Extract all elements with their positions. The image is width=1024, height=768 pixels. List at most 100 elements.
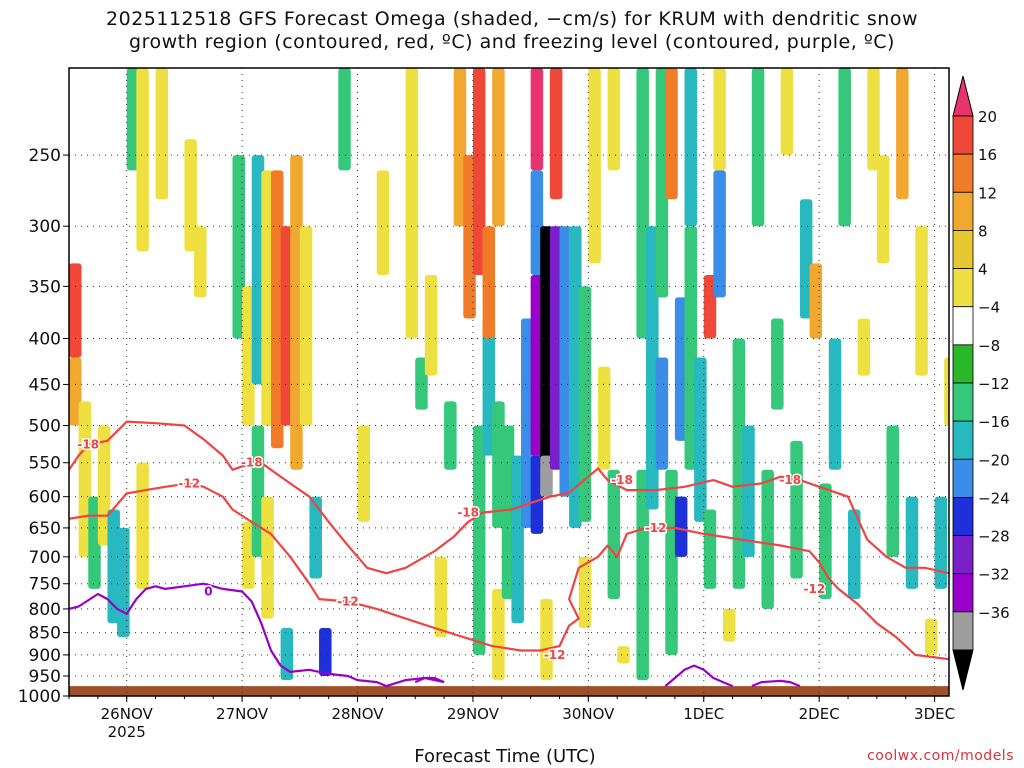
omega-cell: [376, 170, 390, 276]
omega-cell: [338, 68, 351, 171]
omega-cell: [242, 286, 255, 426]
omega-cell: [944, 357, 949, 426]
colorbar-block: [952, 420, 974, 460]
omega-cell: [607, 68, 621, 171]
omega-cell: [319, 627, 332, 676]
colorbar-label: 4: [978, 261, 988, 279]
omega-cell: [732, 338, 746, 589]
plot-area: -18 -18 -18 -18 -18 -12 -12 -12 -12 -12 0 250 300 350…: [18, 67, 955, 741]
omega-cell: [463, 155, 476, 319]
y-tick-label: 850: [29, 624, 61, 644]
omega-cell: [934, 496, 948, 589]
x-tick-label: 2DEC: [799, 705, 840, 723]
omega-cell: [578, 286, 592, 522]
omega-cell: [886, 425, 899, 557]
colorbar-label: −32: [978, 566, 1010, 584]
omega-cell: [521, 318, 534, 528]
omega-cell: [636, 469, 649, 681]
omega-cell: [540, 226, 553, 470]
omega-cell: [511, 455, 524, 624]
colorbar-block: [952, 306, 974, 346]
omega-cell: [472, 425, 486, 655]
omega-cell: [674, 297, 688, 441]
omega-cell: [492, 588, 505, 681]
omega-cell: [482, 318, 496, 456]
contour-label: -12: [645, 521, 667, 535]
omega-cell: [117, 527, 130, 638]
omega-cell: [828, 338, 842, 470]
y-tick-label: 650: [29, 519, 61, 539]
y-tick-label: 350: [29, 277, 61, 297]
omega-cell: [617, 646, 630, 664]
omega-cell: [540, 455, 553, 497]
omega-cell: [588, 68, 601, 264]
y-tick-label: 900: [29, 646, 61, 666]
omega-cell: [530, 68, 544, 171]
omega-cell: [674, 496, 688, 557]
colorbar-legend: 20 16 12 8 4 −4 −8 −12 −16 −20 −24 −28 −32 −36: [952, 75, 1010, 691]
omega-cell: [559, 226, 572, 497]
omega-cell: [713, 68, 726, 171]
omega-cell: [684, 226, 698, 470]
omega-cell: [896, 68, 909, 200]
contour-line: [69, 482, 949, 661]
omega-cell: [309, 496, 322, 579]
omega-cell: [530, 275, 544, 456]
x-axis-label: Forecast Time (UTC): [414, 746, 596, 767]
omega-cell: [290, 155, 303, 470]
y-tick-label: 950: [29, 667, 61, 687]
omega-cell: [251, 155, 265, 385]
omega-cell: [78, 401, 92, 557]
x-tick-label: 1DEC: [683, 705, 724, 723]
omega-cell: [242, 521, 255, 589]
y-tick-label: 500: [29, 417, 61, 437]
colorbar-label: −16: [978, 413, 1010, 431]
colorbar-label: −12: [978, 375, 1010, 393]
colorbar-block: [952, 458, 974, 498]
omega-cell: [482, 226, 496, 339]
x-tick-year-label: 2025: [108, 723, 146, 741]
omega-cell: [655, 68, 669, 298]
omega-cell: [270, 170, 284, 449]
x-tick-label: 3DEC: [914, 705, 955, 723]
omega-cell: [771, 318, 784, 410]
colorbar-label: −8: [978, 337, 1000, 355]
omega-cell: [924, 618, 938, 655]
colorbar-label: 8: [978, 222, 988, 240]
omega-cell: [905, 496, 919, 589]
omega-cell: [261, 496, 274, 619]
x-tick-label: 28NOV: [331, 705, 384, 723]
colorbar-block: [952, 268, 974, 308]
contour-label: -18: [779, 473, 801, 487]
colorbar-block: [952, 573, 974, 613]
colorbar-block: [952, 153, 974, 193]
contour-line: [751, 679, 801, 688]
omega-cell: [136, 68, 149, 252]
y-tick-label: 1000: [18, 687, 61, 707]
omega-cell: [107, 509, 120, 624]
contour-label: -18: [457, 506, 479, 520]
chart-title-line-2: growth region (contoured, red, ºC) and f…: [129, 31, 895, 53]
colorbar-label: −4: [978, 299, 1000, 317]
omega-cell: [492, 68, 505, 227]
y-tick-label: 800: [29, 600, 61, 620]
plot-frame: [68, 67, 950, 697]
omega-cell: [684, 68, 698, 227]
colorbar-block: [952, 230, 974, 269]
omega-cell: [280, 226, 294, 426]
x-tick-label: 29NOV: [447, 705, 500, 723]
y-tick-label: 700: [29, 548, 61, 568]
colorbar-block: [952, 497, 974, 536]
colorbar-label: 20: [978, 108, 997, 126]
omega-cell: [357, 425, 371, 522]
colorbar-label: 16: [978, 146, 997, 164]
credit-link[interactable]: coolwx.com/models: [867, 748, 1014, 764]
contour-line: [414, 676, 445, 684]
x-tick-label: 27NOV: [216, 705, 269, 723]
y-tick-label: 400: [29, 329, 61, 349]
omega-cell: [155, 68, 169, 200]
omega-cell: [761, 469, 774, 609]
omega-cell: [540, 599, 553, 681]
omega-cell: [915, 226, 928, 376]
colorbar-block: [952, 611, 974, 651]
